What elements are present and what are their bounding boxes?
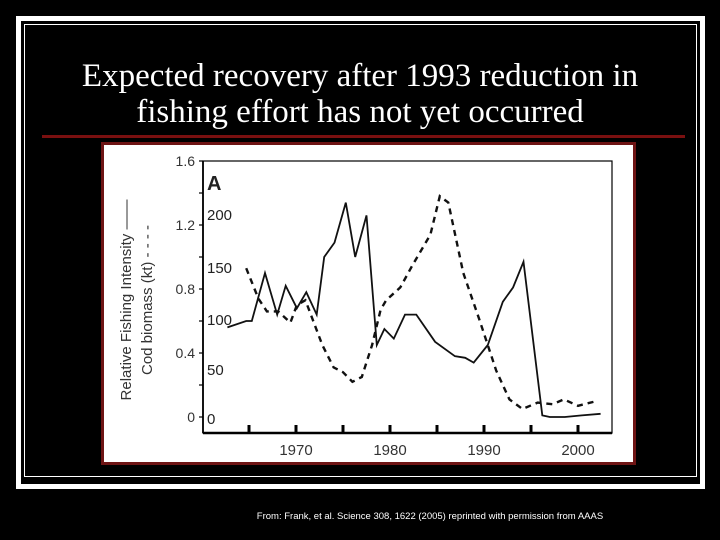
y-axis-label-biomass: Cod biomass (kt) - - - - — [139, 225, 156, 375]
y-tick-label: 0.8 — [176, 281, 196, 297]
cod-biomass-line — [245, 194, 598, 411]
line-chart: 0 0.4 0.8 1.2 1.6 0 50 100 150 200 A 1970 1980 1990 20… — [118, 153, 613, 459]
title-line-2: fishing effort has not yet occurred — [136, 94, 584, 130]
slide-frame-outer — [16, 16, 705, 489]
biomass-tick-label: 150 — [207, 260, 232, 277]
biomass-tick-label: 50 — [207, 362, 224, 379]
y-tick-label: 1.6 — [176, 153, 196, 169]
biomass-tick-label: 200 — [207, 207, 232, 224]
panel-label: A — [207, 173, 221, 195]
x-tick-label: 1990 — [467, 442, 500, 459]
biomass-tick-label: 100 — [207, 312, 232, 329]
x-tick-label: 1980 — [373, 442, 406, 459]
slide-title: Expected recovery after 1993 reduction i… — [30, 58, 690, 130]
y-tick-label: 0 — [187, 409, 195, 425]
y-tick-label: 1.2 — [176, 217, 196, 233]
source-credit: From: Frank, et al. Science 308, 1622 (2… — [256, 511, 604, 522]
x-tick-label: 1970 — [279, 442, 312, 459]
chart-figure: 0 0.4 0.8 1.2 1.6 0 50 100 150 200 A 1970 1980 1990 20… — [101, 142, 636, 465]
plot-area — [202, 160, 613, 434]
biomass-tick-label: 0 — [207, 411, 215, 428]
title-line-1: Expected recovery after 1993 reduction i… — [81, 58, 639, 94]
y-tick-label: 0.4 — [176, 345, 196, 361]
fishing-intensity-line — [227, 202, 601, 418]
slide-frame-inner — [24, 24, 697, 477]
title-divider — [42, 135, 685, 138]
y-axis-label-fishing: Relative Fishing Intensity —— — [118, 200, 135, 401]
x-tick-label: 2000 — [561, 442, 594, 459]
